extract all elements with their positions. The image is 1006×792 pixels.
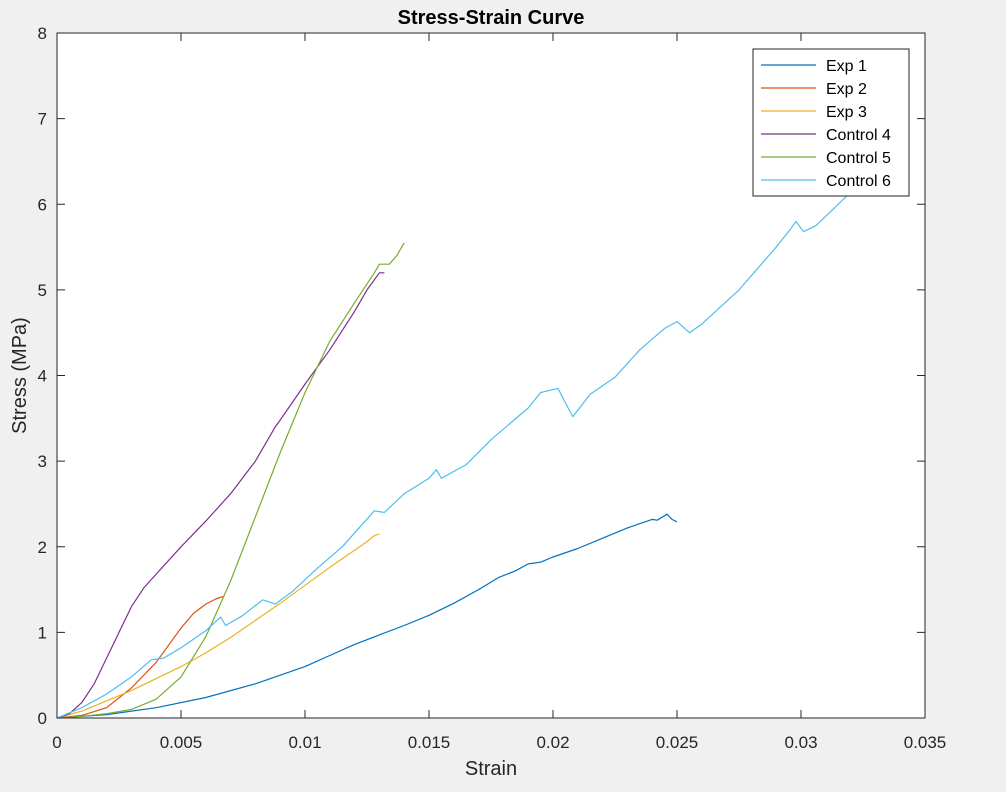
legend-box bbox=[752, 48, 910, 197]
y-tick-label: 3 bbox=[38, 452, 47, 471]
x-tick-label: 0.03 bbox=[784, 733, 817, 752]
series-line-exp-1 bbox=[57, 513, 678, 718]
chart-title: Stress-Strain Curve bbox=[398, 7, 585, 29]
y-tick-label: 7 bbox=[38, 110, 47, 129]
legend: Exp 1 Exp 2 Exp 3 Control 4 Control 5 Control… bbox=[752, 48, 910, 197]
ticks-layer: 0 0.005 0.01 0.015 0.02 0.025 0.03 0.035 0 1 2 3 4 5 6… bbox=[38, 24, 947, 752]
y-tick-label: 0 bbox=[38, 709, 47, 728]
legend-label: Control 6 bbox=[826, 173, 891, 190]
x-tick-label: 0.015 bbox=[408, 733, 451, 752]
legend-label: Exp 2 bbox=[826, 81, 867, 98]
series-line-control-4 bbox=[57, 272, 385, 718]
x-tick-label: 0.005 bbox=[160, 733, 203, 752]
legend-label: Control 4 bbox=[826, 127, 891, 144]
x-tick-label: 0 bbox=[52, 733, 61, 752]
x-tick-label: 0.01 bbox=[288, 733, 321, 752]
legend-label: Exp 3 bbox=[826, 104, 867, 121]
y-tick-label: 8 bbox=[38, 24, 47, 43]
y-tick-label: 1 bbox=[38, 623, 47, 642]
x-tick-label: 0.02 bbox=[536, 733, 569, 752]
y-tick-label: 6 bbox=[38, 195, 47, 214]
y-tick-label: 4 bbox=[38, 367, 47, 386]
series-line-control-5 bbox=[57, 242, 405, 718]
x-axis-label: Strain bbox=[465, 758, 517, 780]
series-layer bbox=[57, 179, 866, 718]
legend-label: Control 5 bbox=[826, 150, 891, 167]
series-line-exp-2 bbox=[57, 595, 224, 718]
y-tick-label: 2 bbox=[38, 538, 47, 557]
legend-label: Exp 1 bbox=[826, 58, 867, 75]
series-line-exp-3 bbox=[57, 533, 380, 718]
series-line-control-6 bbox=[57, 179, 866, 718]
y-axis-label: Stress (MPa) bbox=[9, 317, 31, 434]
x-tick-label: 0.035 bbox=[904, 733, 947, 752]
x-tick-label: 0.025 bbox=[656, 733, 699, 752]
y-tick-label: 5 bbox=[38, 281, 47, 300]
